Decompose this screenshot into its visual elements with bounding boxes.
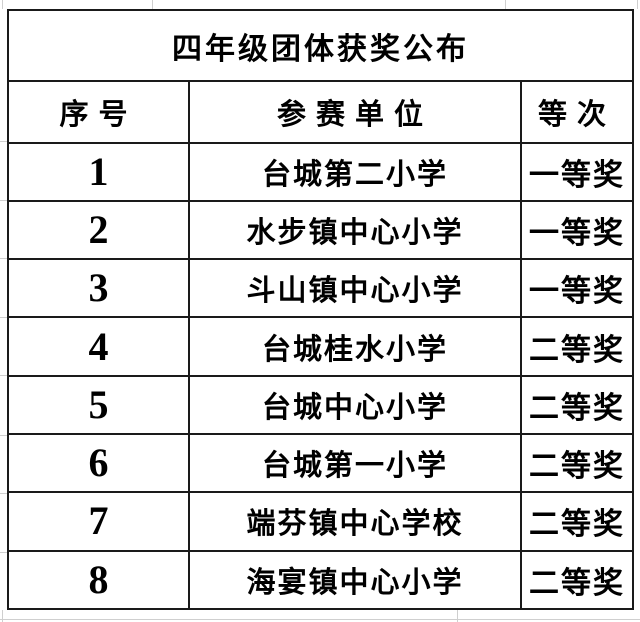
unit-cell: 台城第一小学 bbox=[188, 433, 522, 494]
table-row: 1 台城第二小学 一等奖 bbox=[7, 141, 635, 202]
table-title-row: 四年级团体获奖公布 bbox=[6, 8, 635, 83]
award-cell: 二等奖 bbox=[519, 491, 635, 552]
award-cell: 一等奖 bbox=[519, 199, 635, 261]
row-number-cell: 6 bbox=[7, 433, 190, 494]
row-number-cell: 7 bbox=[7, 491, 190, 552]
unit-cell: 台城第二小学 bbox=[188, 141, 522, 202]
gridline-left-stub-2 bbox=[0, 200, 7, 201]
award-cell: 二等奖 bbox=[519, 316, 635, 377]
row-number-cell: 3 bbox=[7, 258, 190, 319]
award-cell: 一等奖 bbox=[519, 258, 635, 319]
table-row: 4 台城桂水小学 二等奖 bbox=[7, 316, 635, 377]
table-row: 6 台城第一小学 二等奖 bbox=[7, 433, 635, 494]
row-number-cell: 8 bbox=[7, 549, 190, 611]
table-header-row: 序号 参赛单位 等次 bbox=[7, 80, 635, 144]
gridline-bottom-left bbox=[2, 610, 3, 622]
column-header-no: 序号 bbox=[7, 80, 190, 144]
column-header-award: 等次 bbox=[519, 80, 635, 144]
unit-cell: 水步镇中心小学 bbox=[188, 199, 522, 261]
gridline-left-stub-7 bbox=[0, 493, 7, 494]
unit-cell: 斗山镇中心小学 bbox=[188, 258, 522, 319]
table-title: 四年级团体获奖公布 bbox=[6, 8, 635, 83]
gridline-bottom-mid bbox=[457, 610, 458, 622]
gridline-top-right bbox=[637, 0, 638, 9]
table-row: 8 海宴镇中心小学 二等奖 bbox=[7, 549, 635, 611]
table-row: 2 水步镇中心小学 一等奖 bbox=[7, 199, 635, 261]
award-cell: 二等奖 bbox=[519, 374, 635, 436]
gridline-bottom bbox=[0, 619, 640, 620]
table-row: 5 台城中心小学 二等奖 bbox=[7, 374, 635, 436]
gridline-top-left bbox=[2, 0, 3, 9]
gridline-left-stub-5 bbox=[0, 375, 7, 376]
gridline-left-stub-6 bbox=[0, 435, 7, 436]
row-number-cell: 4 bbox=[7, 316, 190, 377]
unit-cell: 台城桂水小学 bbox=[188, 316, 522, 377]
award-cell: 一等奖 bbox=[519, 141, 635, 202]
row-number-cell: 5 bbox=[7, 374, 190, 436]
award-cell: 二等奖 bbox=[519, 549, 635, 611]
gridline-top-mid-2 bbox=[505, 0, 506, 9]
gridline-left-stub-4 bbox=[0, 317, 7, 318]
award-cell: 二等奖 bbox=[519, 433, 635, 494]
row-number-cell: 2 bbox=[7, 199, 190, 261]
unit-cell: 台城中心小学 bbox=[188, 374, 522, 436]
row-number-cell: 1 bbox=[7, 141, 190, 202]
gridline-left-stub-8 bbox=[0, 552, 7, 553]
column-header-unit: 参赛单位 bbox=[188, 80, 522, 144]
gridline-top-mid-1 bbox=[152, 0, 153, 9]
table-row: 3 斗山镇中心小学 一等奖 bbox=[7, 258, 635, 319]
award-table: 四年级团体获奖公布 序号 参赛单位 等次 1 台城第二小学 一等奖 2 水步镇中… bbox=[6, 8, 635, 611]
unit-cell: 端芬镇中心学校 bbox=[188, 491, 522, 552]
table-row: 7 端芬镇中心学校 二等奖 bbox=[7, 491, 635, 552]
gridline-left-stub-3 bbox=[0, 258, 7, 259]
gridline-left-stub-1 bbox=[0, 141, 7, 142]
unit-cell: 海宴镇中心小学 bbox=[188, 549, 522, 611]
